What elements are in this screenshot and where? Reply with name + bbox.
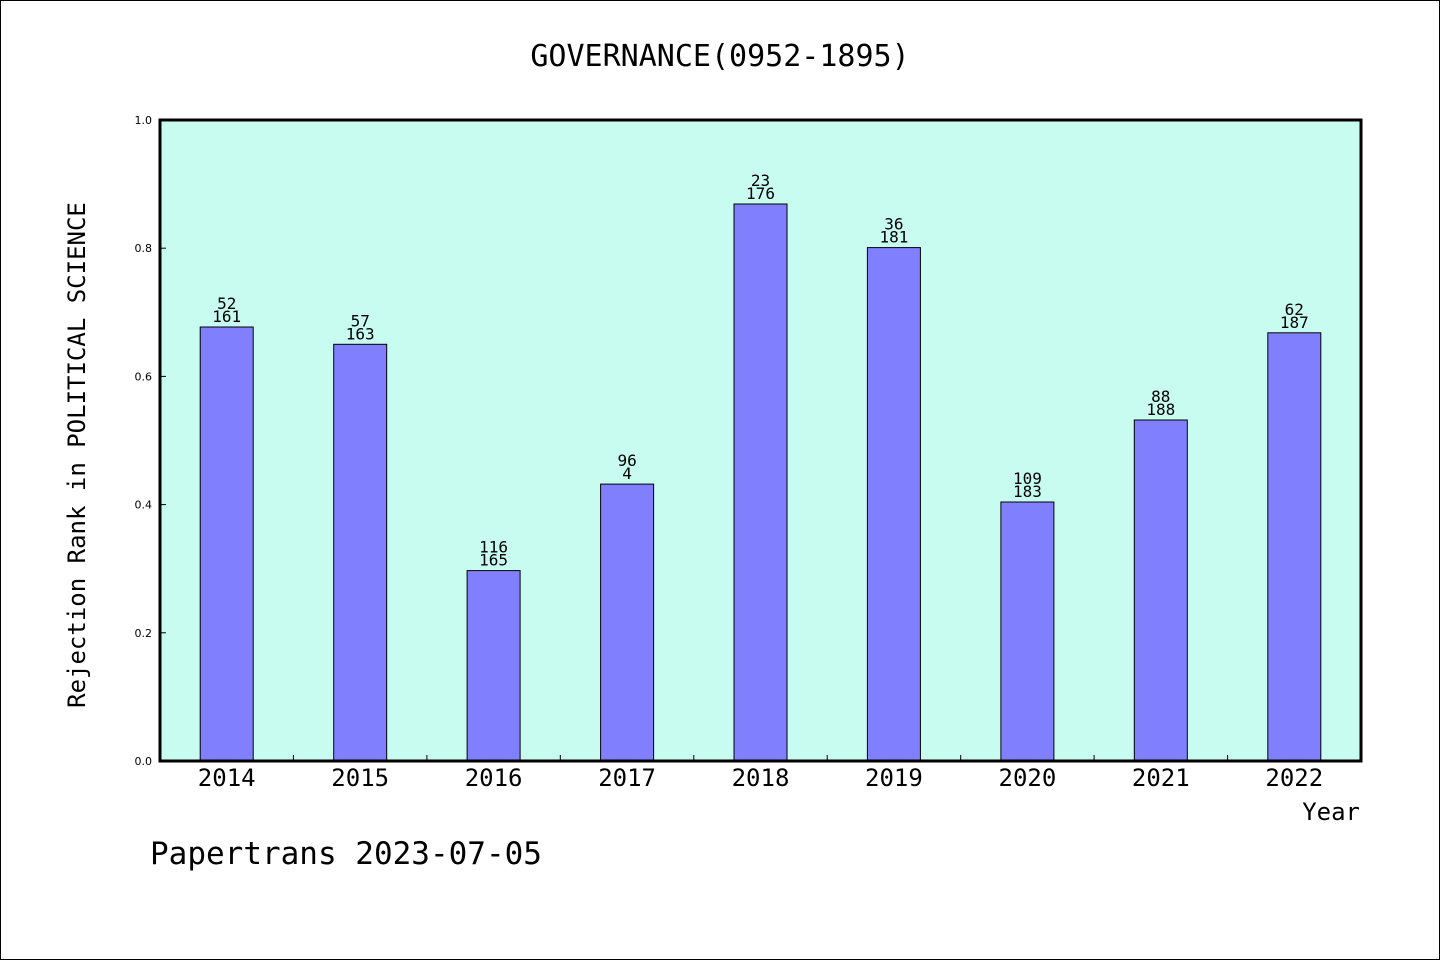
- bar-label-bottom-2022: 187: [1280, 313, 1309, 332]
- plot-border: [158, 118, 1363, 763]
- y-tick-label-1.0: 1.0: [135, 114, 153, 127]
- bar-2022: [1267, 332, 1322, 762]
- x-tick-label-2019: 2019: [865, 764, 923, 792]
- bar-label-top-2022: 62: [1285, 300, 1304, 319]
- y-tick-label-0.2: 0.2: [135, 627, 153, 640]
- bar-label-bottom-2014: 161: [212, 307, 241, 326]
- bar-label-bottom-2018: 176: [746, 184, 775, 203]
- y-tick-label-0.8: 0.8: [135, 242, 153, 255]
- bar-label-bottom-2017: 4: [622, 464, 632, 483]
- bar-2017: [600, 483, 655, 762]
- x-tick-label-2016: 2016: [465, 764, 523, 792]
- bar-label-top-2015: 57: [351, 311, 370, 330]
- x-axis-label: Year: [1302, 798, 1360, 826]
- bar-2015: [333, 343, 388, 762]
- y-tick-label-0.4: 0.4: [135, 499, 153, 512]
- y-tick-label-0.0: 0.0: [135, 755, 153, 768]
- bar-label-bottom-2019: 181: [879, 228, 908, 247]
- bar-2021: [1133, 419, 1188, 762]
- x-tick-label-2017: 2017: [598, 764, 656, 792]
- bar-label-bottom-2016: 165: [479, 551, 508, 570]
- x-tick-label-2020: 2020: [999, 764, 1057, 792]
- bar-label-top-2016: 116: [479, 538, 508, 557]
- footer-text: Papertrans 2023-07-05: [150, 836, 542, 872]
- bar-2020: [1000, 501, 1055, 762]
- bar-label-top-2018: 23: [751, 171, 770, 190]
- bar-2019: [866, 247, 921, 762]
- x-tick-label-2015: 2015: [331, 764, 389, 792]
- bar-label-bottom-2021: 188: [1146, 400, 1175, 419]
- bar-label-top-2014: 52: [217, 294, 236, 313]
- bar-label-bottom-2020: 183: [1013, 482, 1042, 501]
- x-tick-label-2022: 2022: [1265, 764, 1323, 792]
- x-tick-label-2018: 2018: [732, 764, 790, 792]
- bar-label-top-2017: 96: [617, 451, 636, 470]
- bar-label-top-2021: 88: [1151, 387, 1170, 406]
- y-tick-label-0.6: 0.6: [135, 370, 153, 383]
- y-axis-label: Rejection Rank in POLITICAL SCIENCE: [63, 202, 91, 708]
- x-tick-label-2014: 2014: [198, 764, 256, 792]
- bar-2014: [199, 326, 254, 762]
- x-tick-label-2021: 2021: [1132, 764, 1190, 792]
- bar-2016: [466, 570, 521, 762]
- bar-2018: [733, 203, 788, 762]
- bar-label-top-2020: 109: [1013, 469, 1042, 488]
- chart-title: GOVERNANCE(0952-1895): [530, 39, 909, 74]
- bar-label-top-2019: 36: [884, 215, 903, 234]
- bar-label-bottom-2015: 163: [346, 324, 375, 343]
